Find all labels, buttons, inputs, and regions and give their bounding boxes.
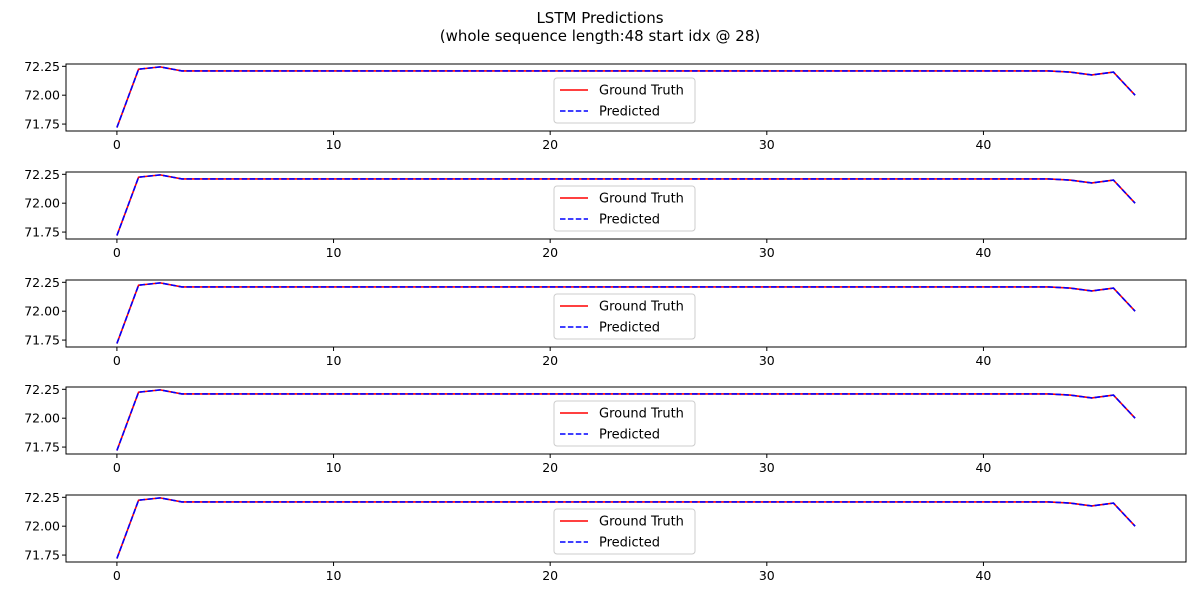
y-tick-label: 71.75	[24, 225, 60, 240]
legend: Ground Truth Predicted	[553, 508, 696, 555]
x-tick-label: 0	[113, 460, 121, 475]
predicted-series-line	[116, 389, 1136, 451]
x-tick-label: 30	[759, 460, 775, 475]
legend-label: Ground Truth	[599, 407, 684, 422]
legend-label: Ground Truth	[599, 84, 684, 99]
x-tick-label: 0	[113, 353, 121, 368]
legend-box	[553, 185, 696, 232]
legend-box	[553, 508, 696, 555]
x-tick-label: 30	[759, 568, 775, 583]
x-tick-label: 40	[975, 460, 991, 475]
x-tick-label: 0	[113, 245, 121, 260]
y-tick-label: 72.25	[24, 167, 60, 182]
x-tick-label: 10	[326, 353, 342, 368]
subplot-1: 0 10 20 30 40 71.75 72.00 72.25 Ground Truth Pred…	[24, 59, 1187, 152]
x-tick-label: 20	[542, 460, 558, 475]
x-tick-label: 20	[542, 245, 558, 260]
x-tick-label: 0	[113, 137, 121, 152]
legend: Ground Truth Predicted	[553, 400, 696, 447]
y-tick-label: 72.25	[24, 59, 60, 74]
x-tick-label: 30	[759, 137, 775, 152]
axes-frame	[65, 63, 1187, 132]
legend: Ground Truth Predicted	[553, 185, 696, 232]
x-tick-label: 40	[975, 245, 991, 260]
figure-subtitle: (whole sequence length:48 start idx @ 28…	[439, 27, 761, 45]
axes-frame	[65, 386, 1187, 455]
x-tick-label: 20	[542, 137, 558, 152]
predicted-series-line	[116, 66, 1136, 128]
axes-frame	[65, 279, 1187, 348]
subplot-4: 0 10 20 30 40 71.75 72.00 72.25 Ground Truth Pred…	[24, 382, 1187, 475]
figure-title-block: LSTM Predictions (whole sequence length:…	[0, 9, 1200, 45]
y-tick-label: 72.00	[24, 411, 60, 426]
x-tick-label: 20	[542, 353, 558, 368]
figure-title: LSTM Predictions	[536, 9, 664, 27]
y-tick-label: 71.75	[24, 117, 60, 132]
y-tick-label: 71.75	[24, 440, 60, 455]
legend-label: Predicted	[599, 105, 660, 120]
x-tick-label: 0	[113, 568, 121, 583]
legend-label: Predicted	[599, 321, 660, 336]
x-tick-label: 40	[975, 137, 991, 152]
y-tick-label: 72.00	[24, 519, 60, 534]
x-tick-label: 10	[326, 568, 342, 583]
y-tick-label: 72.00	[24, 304, 60, 319]
y-tick-label: 72.25	[24, 382, 60, 397]
y-tick-label: 71.75	[24, 333, 60, 348]
legend-box	[553, 293, 696, 340]
x-tick-label: 10	[326, 460, 342, 475]
legend-label: Ground Truth	[599, 515, 684, 530]
legend-label: Ground Truth	[599, 300, 684, 315]
y-tick-label: 72.00	[24, 196, 60, 211]
x-tick-label: 40	[975, 353, 991, 368]
legend-label: Predicted	[599, 536, 660, 551]
y-tick-label: 72.00	[24, 88, 60, 103]
predicted-series-line	[116, 282, 1136, 344]
axes-frame	[65, 171, 1187, 240]
x-tick-label: 40	[975, 568, 991, 583]
y-tick-label: 72.25	[24, 275, 60, 290]
y-tick-label: 71.75	[24, 548, 60, 563]
legend-box	[553, 400, 696, 447]
legend-label: Predicted	[599, 428, 660, 443]
x-tick-label: 30	[759, 245, 775, 260]
predicted-series-line	[116, 497, 1136, 559]
x-tick-label: 10	[326, 137, 342, 152]
subplot-3: 0 10 20 30 40 71.75 72.00 72.25 Ground Truth Pred…	[24, 275, 1187, 368]
subplot-5: 0 10 20 30 40 71.75 72.00 72.25 Ground Truth Pred…	[24, 490, 1187, 583]
x-tick-label: 10	[326, 245, 342, 260]
subplot-2: 0 10 20 30 40 71.75 72.00 72.25 Ground Truth Pred…	[24, 167, 1187, 260]
x-tick-label: 20	[542, 568, 558, 583]
x-tick-label: 30	[759, 353, 775, 368]
legend-label: Predicted	[599, 213, 660, 228]
legend: Ground Truth Predicted	[553, 77, 696, 124]
axes-frame	[65, 494, 1187, 563]
y-tick-label: 72.25	[24, 490, 60, 505]
predicted-series-line	[116, 174, 1136, 236]
legend-label: Ground Truth	[599, 192, 684, 207]
legend-box	[553, 77, 696, 124]
legend: Ground Truth Predicted	[553, 293, 696, 340]
